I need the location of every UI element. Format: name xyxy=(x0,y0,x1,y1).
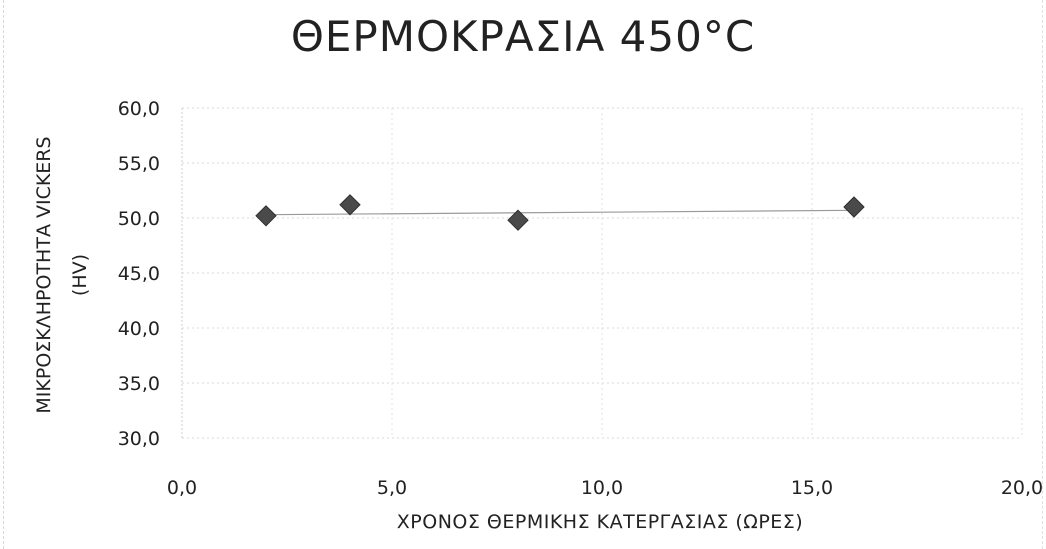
x-axis-label: ΧΡΟΝΟΣ ΘΕΡΜΙΚΗΣ ΚΑΤΕΡΓΑΣΙΑΣ (ΩΡΕΣ) xyxy=(396,511,804,533)
y-tick-label: 40,0 xyxy=(118,318,160,340)
x-tick-label: 0,0 xyxy=(167,477,197,499)
trendline xyxy=(265,209,855,216)
x-tick-label: 20,0 xyxy=(1001,477,1043,499)
x-tick-label: 10,0 xyxy=(581,477,623,499)
data-point-marker xyxy=(255,205,277,227)
y-tick-label: 45,0 xyxy=(118,263,160,285)
y-tick-label: 30,0 xyxy=(118,428,160,450)
y-tick-label: 55,0 xyxy=(118,153,160,175)
data-point-marker xyxy=(339,194,361,216)
y-tick-label: 50,0 xyxy=(118,208,160,230)
y-tick-label: 60,0 xyxy=(118,98,160,120)
data-point-marker xyxy=(507,209,529,231)
x-tick-label: 5,0 xyxy=(377,477,407,499)
x-tick-label: 15,0 xyxy=(791,477,833,499)
frame-border-right xyxy=(1042,0,1043,549)
frame-border-left xyxy=(3,0,4,549)
data-point-marker xyxy=(843,196,865,218)
y-tick-label: 35,0 xyxy=(118,373,160,395)
chart-title: ΘΕΡΜΟΚΡΑΣΙΑ 450°C xyxy=(290,12,756,61)
